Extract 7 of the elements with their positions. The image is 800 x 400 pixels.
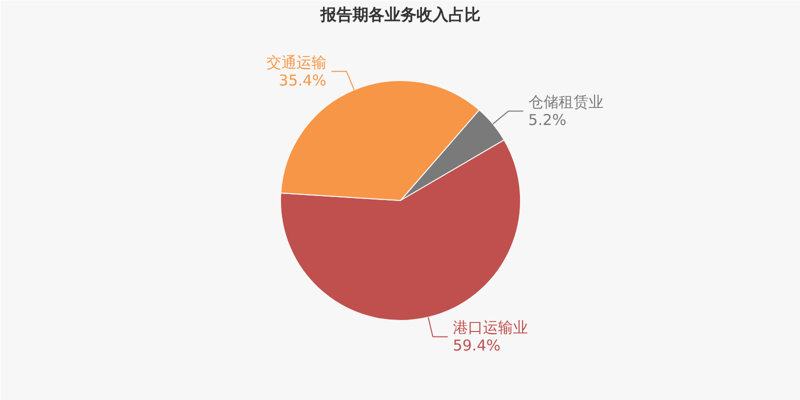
chart-title: 报告期各业务收入占比: [320, 5, 480, 24]
data-label: 35.4%: [278, 71, 326, 90]
slice-label: 港口运输业: [452, 318, 528, 337]
slice-label: 仓储租赁业: [528, 93, 604, 112]
data-label: 5.2%: [528, 111, 566, 130]
data-label: 59.4%: [452, 336, 501, 355]
slice-label: 交通运输: [266, 53, 326, 72]
